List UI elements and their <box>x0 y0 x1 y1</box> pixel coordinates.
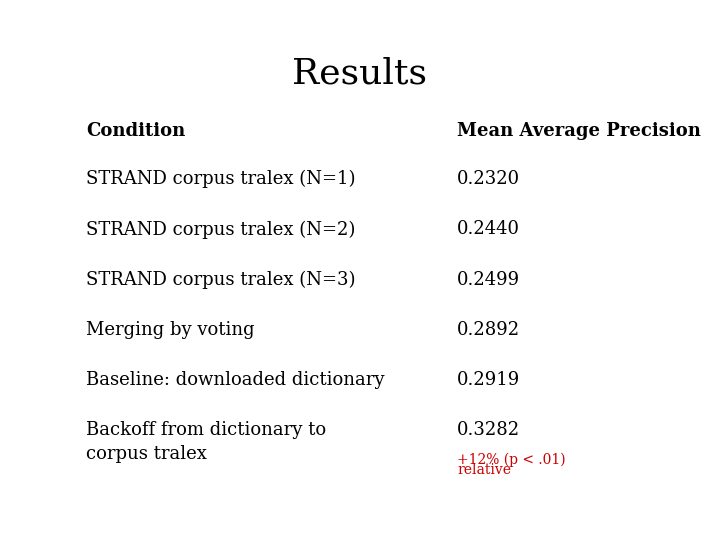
Text: +12% (p < .01): +12% (p < .01) <box>457 453 566 467</box>
Text: Baseline: downloaded dictionary: Baseline: downloaded dictionary <box>86 371 385 389</box>
Text: relative: relative <box>457 463 511 477</box>
Text: 0.2440: 0.2440 <box>457 220 521 238</box>
Text: STRAND corpus tralex (N=3): STRAND corpus tralex (N=3) <box>86 271 356 289</box>
Text: Results: Results <box>292 57 428 91</box>
Text: Condition: Condition <box>86 122 186 139</box>
Text: Backoff from dictionary to
corpus tralex: Backoff from dictionary to corpus tralex <box>86 421 327 463</box>
Text: STRAND corpus tralex (N=1): STRAND corpus tralex (N=1) <box>86 170 356 188</box>
Text: 0.2892: 0.2892 <box>457 321 521 339</box>
Text: 0.3282: 0.3282 <box>457 421 521 439</box>
Text: 0.2320: 0.2320 <box>457 170 521 188</box>
Text: 0.2499: 0.2499 <box>457 271 521 288</box>
Text: 0.2919: 0.2919 <box>457 371 521 389</box>
Text: Merging by voting: Merging by voting <box>86 321 255 339</box>
Text: STRAND corpus tralex (N=2): STRAND corpus tralex (N=2) <box>86 220 356 239</box>
Text: Mean Average Precision: Mean Average Precision <box>457 122 701 139</box>
